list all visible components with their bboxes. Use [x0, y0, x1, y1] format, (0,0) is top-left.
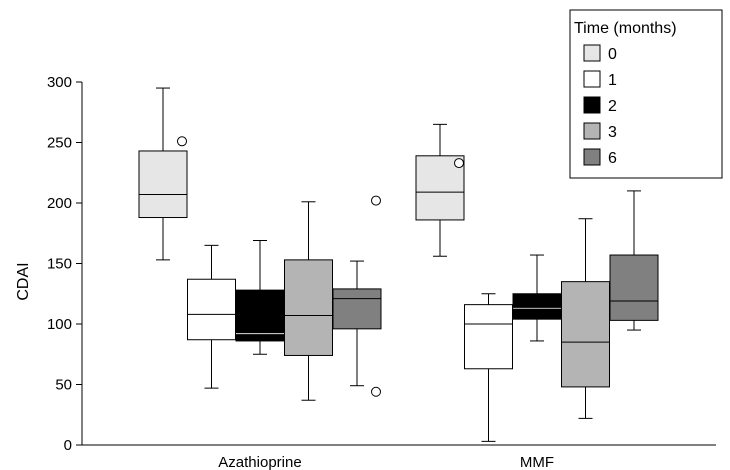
box-iqr [187, 278, 236, 341]
boxes [138, 87, 659, 442]
y-tick-label: 300 [47, 74, 72, 91]
box-mmf-t3 [561, 218, 610, 419]
outlier-point [454, 158, 464, 169]
box-iqr [284, 259, 333, 356]
y-tick-label: 250 [47, 135, 72, 152]
legend-swatch [583, 148, 601, 166]
legend-label: 0 [608, 46, 617, 63]
legend-entry: 6 [583, 148, 617, 167]
box-iqr [464, 304, 513, 370]
legend-label: 6 [608, 150, 617, 167]
box-azathioprine-t0 [138, 87, 188, 261]
box-mmf-t6 [609, 190, 659, 331]
x-category-label: Azathioprine [218, 454, 301, 470]
outlier-point [177, 136, 187, 147]
y-tick-label: 50 [55, 377, 72, 394]
legend-entry: 0 [583, 44, 617, 63]
x-category-label: MMF [520, 454, 554, 470]
y-tick-label: 0 [64, 437, 72, 454]
box-iqr [609, 254, 659, 321]
legend-label: 1 [608, 72, 617, 89]
box-azathioprine-t3 [284, 201, 333, 401]
legend-swatch [583, 44, 601, 62]
y-tick-label: 150 [47, 256, 72, 273]
legend-swatch [583, 122, 601, 140]
legend-entry: 1 [583, 70, 617, 89]
box-mmf-t1 [464, 293, 513, 442]
box-azathioprine-t2 [235, 240, 285, 355]
box-mmf-t0 [415, 123, 465, 257]
legend-label: 2 [608, 98, 617, 115]
outlier-point [371, 195, 381, 206]
box-azathioprine-t6 [332, 195, 382, 397]
legend: Time (months) 0 1 2 3 6 [569, 9, 723, 179]
outlier-point [371, 386, 381, 397]
y-axis-label: CDAI [15, 262, 32, 300]
axes: 0 50 100 150 200 250 300 CDAI Azathioprine MMF [15, 74, 716, 470]
legend-title: Time (months) [574, 20, 677, 37]
legend-swatch [583, 96, 601, 114]
box-iqr [561, 281, 610, 388]
legend-entry: 3 [583, 122, 617, 141]
box-iqr [512, 293, 562, 320]
box-iqr [138, 150, 188, 219]
y-tick-label: 100 [47, 316, 72, 333]
legend-swatch [583, 70, 601, 88]
y-tick-label: 200 [47, 195, 72, 212]
box-azathioprine-t1 [187, 244, 236, 389]
legend-label: 3 [608, 124, 617, 141]
box-iqr [332, 288, 382, 330]
box-iqr [235, 289, 285, 342]
legend-entry: 2 [583, 96, 617, 115]
box-mmf-t2 [512, 254, 562, 342]
